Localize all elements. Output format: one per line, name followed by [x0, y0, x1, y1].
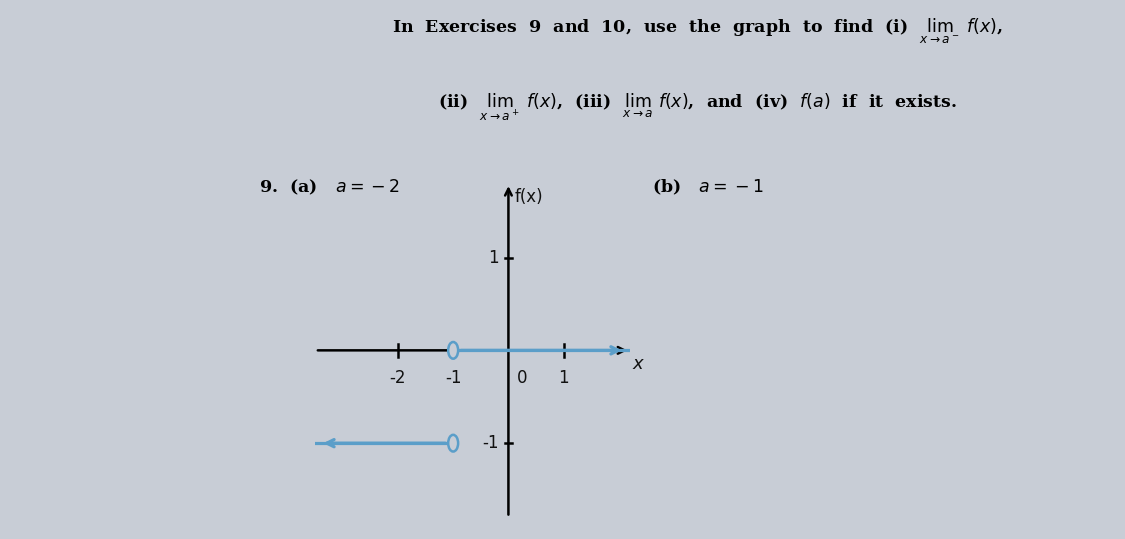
- Text: (b)   $a = -1$: (b) $a = -1$: [652, 178, 764, 197]
- Text: In  Exercises  9  and  10,  use  the  graph  to  find  (i)  $\underset{x\to a^-}: In Exercises 9 and 10, use the graph to …: [393, 16, 1002, 46]
- Text: x: x: [632, 355, 644, 374]
- Text: 1: 1: [488, 248, 498, 266]
- Text: 0: 0: [516, 369, 528, 387]
- Text: (ii)  $\underset{x\to a^+}{\lim}\ f(x)$,  (iii)  $\underset{x\to a}{\lim}\ f(x)$: (ii) $\underset{x\to a^+}{\lim}\ f(x)$, …: [438, 92, 957, 123]
- Text: 9.  (a)   $a = -2$: 9. (a) $a = -2$: [259, 178, 399, 197]
- Circle shape: [448, 342, 458, 359]
- Text: f(x): f(x): [515, 188, 543, 206]
- Circle shape: [448, 435, 458, 452]
- Text: -1: -1: [444, 369, 461, 387]
- Text: -1: -1: [482, 434, 498, 452]
- Text: -2: -2: [389, 369, 406, 387]
- Text: 1: 1: [558, 369, 569, 387]
